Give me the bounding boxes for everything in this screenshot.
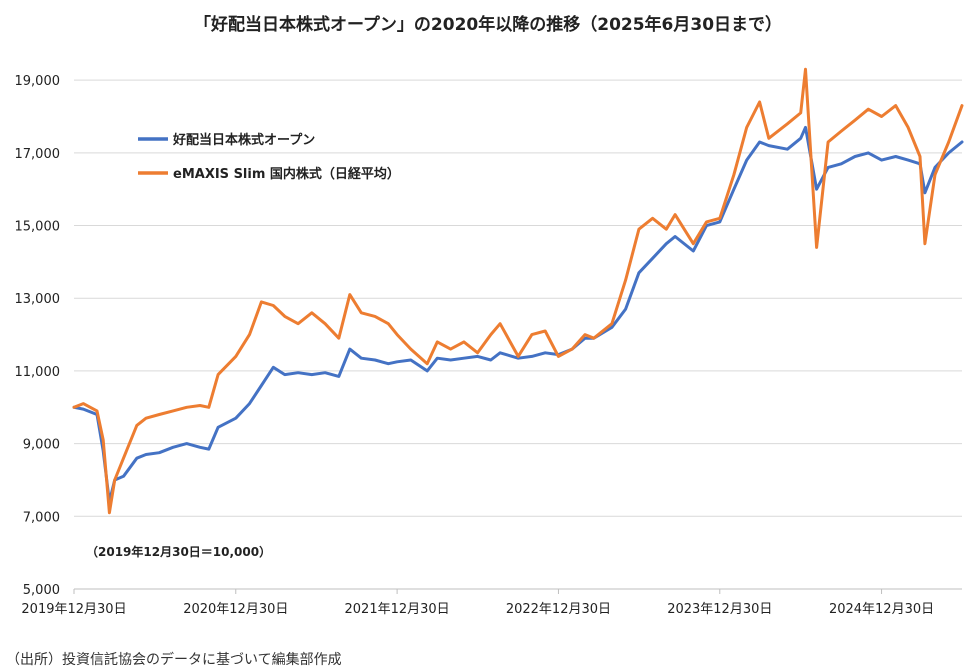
series-line-1: [72, 125, 964, 504]
x-tick-label: 2020年12月30日: [183, 602, 288, 617]
legend-label-1: 好配当日本株式オープン: [172, 132, 315, 148]
y-tick-label: 5,000: [23, 583, 60, 598]
base-value-annotation: （2019年12月30日＝10,000）: [86, 544, 271, 559]
y-tick-label: 19,000: [15, 74, 61, 89]
y-tick-label: 7,000: [23, 510, 60, 525]
x-tick-label: 2024年12月30日: [829, 602, 934, 617]
y-tick-label: 11,000: [15, 365, 61, 380]
y-tick-label: 15,000: [15, 220, 61, 235]
x-tick-label: 2023年12月30日: [667, 602, 772, 617]
series-lines: [72, 67, 964, 515]
legend-label-2: eMAXIS Slim 国内株式（日経平均）: [173, 166, 400, 182]
y-tick-label: 13,000: [15, 292, 61, 307]
y-tick-label: 17,000: [15, 147, 61, 162]
source-note: （出所）投資信託協会のデータに基づいて編集部作成: [6, 651, 342, 668]
y-axis-ticks: 5,000 7,000 9,000 11,000 13,000 15,000 17,000 1…: [15, 74, 61, 598]
x-tick-label: 2021年12月30日: [345, 602, 450, 617]
gridlines: [74, 79, 962, 590]
y-tick-label: 9,000: [23, 438, 60, 453]
legend: 好配当日本株式オープン eMAXIS Slim 国内株式（日経平均）: [138, 132, 400, 182]
series-line-2: [72, 67, 964, 515]
chart-title: 「好配当日本株式オープン」の2020年以降の推移（2025年6月30日まで）: [194, 14, 782, 35]
x-tick-label: 2019年12月30日: [21, 602, 126, 617]
x-axis-ticks: 2019年12月30日 2020年12月30日 2021年12月30日 2022年12…: [21, 589, 934, 617]
x-tick-label: 2022年12月30日: [506, 602, 611, 617]
